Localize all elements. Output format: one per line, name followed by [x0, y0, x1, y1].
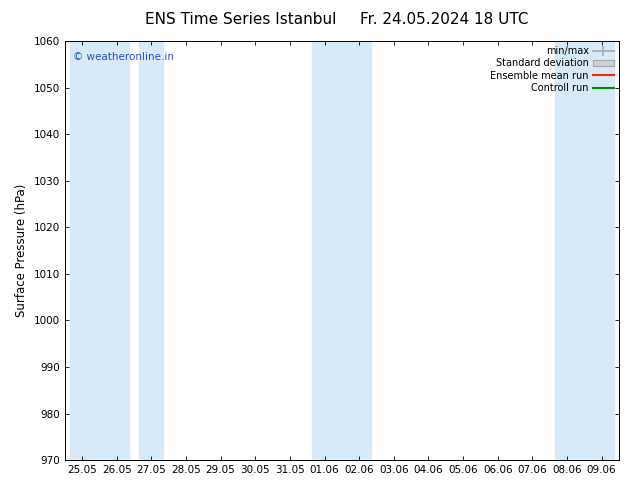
Text: Fr. 24.05.2024 18 UTC: Fr. 24.05.2024 18 UTC [359, 12, 528, 27]
Text: © weatheronline.in: © weatheronline.in [73, 51, 174, 62]
Text: ENS Time Series Istanbul: ENS Time Series Istanbul [145, 12, 337, 27]
Legend: min/max, Standard deviation, Ensemble mean run, Controll run: min/max, Standard deviation, Ensemble me… [488, 44, 616, 95]
Bar [555, 41, 614, 460]
Bar [70, 41, 129, 460]
Bar [139, 41, 164, 460]
Bar [313, 41, 372, 460]
Y-axis label: Surface Pressure (hPa): Surface Pressure (hPa) [15, 184, 28, 318]
